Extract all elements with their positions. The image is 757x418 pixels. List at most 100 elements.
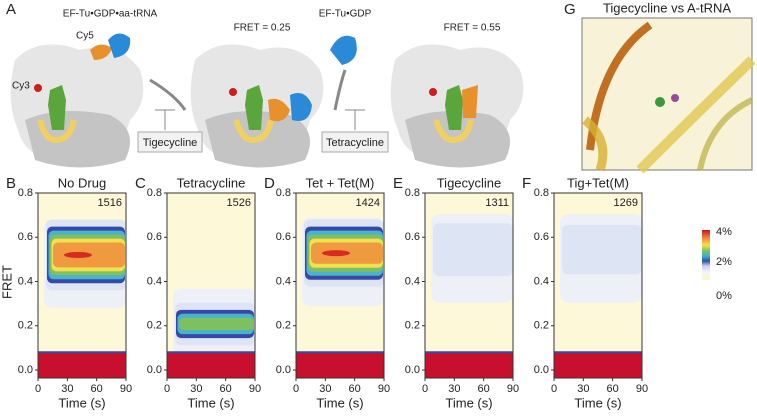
x-tick-label: 30 [61,383,73,395]
label: EF-Tu•GDP [319,9,372,20]
density-peak [64,251,92,258]
density-peak [322,250,350,257]
x-tick-label: 0 [551,383,557,395]
panel-letter: A [6,1,16,18]
panel-letter: D [264,175,275,192]
y-tick-label: 0.6 [276,231,291,243]
y-tick-label: 0.4 [534,275,549,287]
colorbar-label: 2% [716,256,732,268]
panel-title: No Drug [58,175,106,190]
density-band [562,224,642,275]
structure-title: Tigecycline vs A-tRNA [603,0,731,15]
y-tick-label: 0.0 [405,364,420,376]
colorbar: 4% 2% 0% [702,226,732,302]
x-axis-label: Time (s) [58,395,105,410]
x-tick-label: 0 [422,383,428,395]
y-tick-label: 0.0 [534,364,549,376]
y-tick-label: 0.4 [405,275,420,287]
label: FRET = 0.55 [444,23,501,34]
x-axis-label: Time (s) [574,395,621,410]
x-tick-label: 90 [378,383,390,395]
panel-title: Tigecycline [437,175,502,190]
y-tick-label: 0.6 [147,231,162,243]
event-count: 1424 [356,197,380,209]
x-tick-label: 30 [190,383,202,395]
density-contour [179,317,254,331]
colorbar-scale [702,230,710,280]
low-fret-band [425,352,513,378]
low-fret-band [38,352,126,378]
y-tick-label: 0.4 [276,275,291,287]
density-band [433,223,513,277]
y-tick-label: 0.4 [18,275,33,287]
low-fret-band [554,352,642,378]
label: Cy3 [12,81,30,92]
x-tick-label: 60 [91,383,103,395]
x-tick-label: 30 [577,383,589,395]
y-tick-label: 0.2 [276,320,291,332]
x-tick-label: 30 [448,383,460,395]
x-tick-label: 0 [164,383,170,395]
panel-title: Tet + Tet(M) [306,175,375,190]
y-tick-label: 0.2 [147,320,162,332]
plot-frame [553,192,643,379]
y-tick-label: 0.4 [147,275,162,287]
plot-frame [166,192,256,379]
x-axis-label: Time (s) [316,395,363,410]
y-tick-label: 0.8 [147,187,162,199]
x-tick-label: 60 [220,383,232,395]
panel-letter: F [522,175,531,192]
panel-letter: E [393,175,403,192]
label: FRET = 0.25 [234,23,291,34]
drug-box [137,131,203,153]
plot-frame [295,192,385,379]
structure-panel: G Tigecycline vs A-tRNA [564,0,756,174]
x-tick-label: 60 [478,383,490,395]
panel-title: Tig+Tet(M) [567,175,629,190]
event-count: 1269 [614,197,638,209]
y-tick-label: 0.2 [534,320,549,332]
schematic: A Tigecycline Tetracycline EF-Tu•GDP•aa-… [6,1,524,168]
event-count: 1516 [98,197,122,209]
y-tick-label: 0.0 [276,364,291,376]
x-tick-label: 30 [319,383,331,395]
plot-frame [37,192,127,379]
arrows [149,69,365,130]
y-tick-label: 0.2 [18,320,33,332]
panel-letter: B [6,175,16,192]
y-tick-label: 0.8 [276,187,291,199]
x-axis-label: Time (s) [187,395,234,410]
y-tick-label: 0.8 [18,187,33,199]
event-count: 1526 [227,197,251,209]
y-axis-label: FRET [0,265,14,299]
low-fret-band [167,352,255,378]
x-tick-label: 60 [607,383,619,395]
y-tick-label: 0.6 [405,231,420,243]
low-fret-band [296,352,384,378]
x-tick-label: 60 [349,383,361,395]
label: Cy5 [76,31,94,42]
drug-label: Tetracycline [326,137,384,149]
x-axis-label: Time (s) [445,395,492,410]
x-tick-label: 90 [249,383,261,395]
y-tick-label: 0.6 [18,231,33,243]
event-count: 1311 [485,197,509,209]
panel-letter: C [135,175,146,192]
colorbar-label: 4% [716,226,732,238]
y-tick-label: 0.0 [147,364,162,376]
y-tick-label: 0.8 [405,187,420,199]
drug-box [321,131,389,153]
panel-title: Tetracycline [177,175,246,190]
label: EF-Tu•GDP•aa-tRNA [63,9,158,20]
panel-letter: G [564,1,576,18]
colorbar-label: 0% [716,290,732,302]
x-tick-label: 90 [507,383,519,395]
trna-shapes [34,33,478,144]
plot-frame [424,192,514,379]
heatmap-panels: B No Drug 1516 0.0 0.2 0.4 0.6 0.8 0 30 60 90 Time (… [6,175,648,410]
y-tick-label: 0.0 [18,364,33,376]
x-tick-label: 0 [293,383,299,395]
drug-label: Tigecycline [143,137,198,149]
